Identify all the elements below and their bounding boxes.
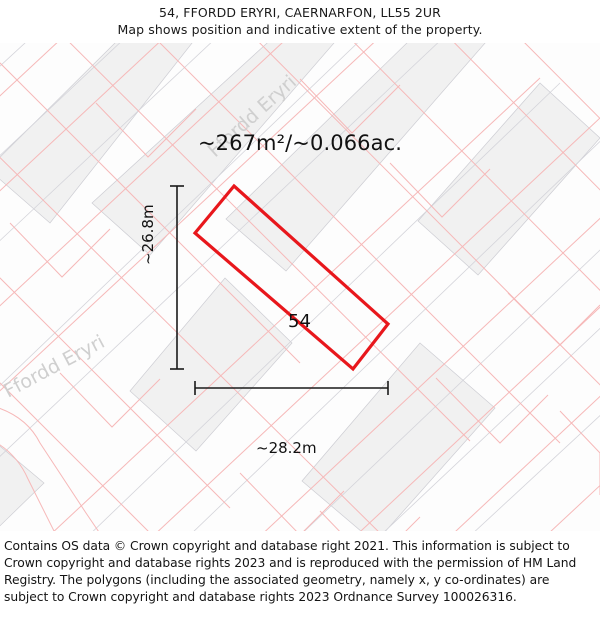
page-subtitle: Map shows position and indicative extent… [117,22,483,37]
parcel-boundaries [0,43,600,531]
map-canvas[interactable]: Ffordd Eryri Ffordd Eryri ~267m²/~0.066a… [0,43,600,531]
horizontal-dimension-label: ~28.2m [256,439,317,457]
plot-number-label: 54 [288,311,311,332]
dimension-lines [170,185,389,395]
map-header: 54, FFORDD ERYRI, CAERNARFON, LL55 2UR M… [0,0,600,43]
map-footer: Contains OS data © Crown copyright and d… [0,534,600,625]
area-label: ~267m²/~0.066ac. [197,131,403,155]
building-blocks [0,43,600,531]
property-boundary-polygon[interactable] [192,183,391,372]
map-svg: Ffordd Eryri Ffordd Eryri [0,43,600,531]
copyright-notice: Contains OS data © Crown copyright and d… [4,539,577,605]
vertical-dimension-label: ~26.8m [139,204,157,265]
page-title: 54, FFORDD ERYRI, CAERNARFON, LL55 2UR [159,5,441,20]
